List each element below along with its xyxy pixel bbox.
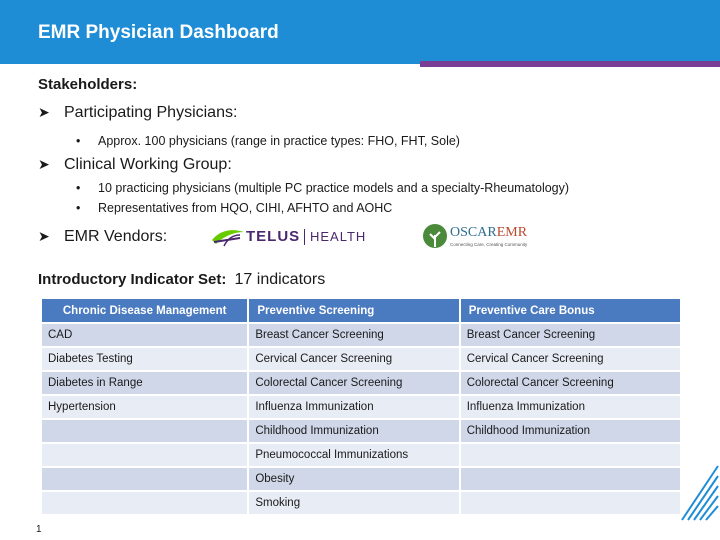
table-header-row: Chronic Disease Management Preventive Sc… [42,299,682,322]
table-row: Pneumococcal Immunizations [42,442,682,466]
oscar-brand-text: OSCAREMR [450,225,527,241]
oscar-brand-a: OSCAR [450,225,497,240]
decorative-corner-graphic [681,465,719,521]
telus-product-text: HEALTH [310,229,367,244]
oscar-brand-b: EMR [496,225,528,240]
stakeholder-subitem: • 10 practicing physicians (multiple PC p… [76,181,569,195]
arrow-bullet-icon: ➤ [38,104,50,120]
column-header: Preventive Screening [249,299,461,322]
table-cell: Obesity [249,466,461,490]
arrow-bullet-icon: ➤ [38,228,50,244]
telus-health-logo: TELUS HEALTH [210,226,365,248]
subitem-text: 10 practicing physicians (multiple PC pr… [98,181,570,195]
indicators-label: Introductory Indicator Set: [38,271,227,288]
table-row: Childhood Immunization Childhood Immuniz… [42,418,682,442]
subitem-text: Representatives from HQO, CIHI, AFHTO an… [98,201,393,215]
table-cell [460,466,682,490]
table-cell [42,490,250,514]
table-cell: Breast Cancer Screening [460,322,682,346]
table-cell [460,490,682,514]
indicators-count: 17 indicators [234,271,326,288]
table-cell: Cervical Cancer Screening [460,346,682,370]
table-cell: Colorectal Cancer Screening [249,370,461,394]
column-header: Preventive Care Bonus [460,299,682,322]
table-cell: Hypertension [42,394,250,418]
table-row: Diabetes in Range Colorectal Cancer Scre… [42,370,682,394]
stakeholder-subitem: • Approx. 100 physicians (range in practi… [76,134,460,148]
table-row: Obesity [42,466,682,490]
oscar-tree-icon [423,224,447,248]
table-cell: Breast Cancer Screening [249,322,461,346]
table-cell: Diabetes in Range [42,370,250,394]
table-cell: Childhood Immunization [460,418,682,442]
table-cell: Smoking [249,490,461,514]
stakeholder-item-vendors: ➤ EMR Vendors: [38,228,167,246]
table-cell: Diabetes Testing [42,346,250,370]
table-cell: Pneumococcal Immunizations [249,442,461,466]
page-number: 1 [36,524,42,535]
table-cell: Influenza Immunization [460,394,682,418]
dot-bullet-icon: • [76,134,81,148]
stakeholder-label: EMR Vendors: [64,228,168,245]
oscar-tagline: Connecting Care, Creating Community [450,242,528,247]
table-row: CAD Breast Cancer Screening Breast Cance… [42,322,682,346]
accent-bar [420,61,720,67]
table-cell [42,466,250,490]
dot-bullet-icon: • [76,201,81,215]
table-row: Hypertension Influenza Immunization Infl… [42,394,682,418]
table-cell: Childhood Immunization [249,418,461,442]
stakeholders-heading: Stakeholders: [38,76,138,93]
subitem-text: Approx. 100 physicians (range in practic… [98,134,460,148]
logo-divider [304,229,305,245]
telus-brand-text: TELUS [246,228,301,245]
title-banner: EMR Physician Dashboard [0,0,720,64]
column-header: Chronic Disease Management [42,299,250,322]
page-title: EMR Physician Dashboard [38,22,279,43]
table-cell: Colorectal Cancer Screening [460,370,682,394]
stakeholder-item-physicians: ➤ Participating Physicians: [38,104,237,122]
arrow-bullet-icon: ➤ [38,156,50,172]
stakeholder-item-working-group: ➤ Clinical Working Group: [38,156,232,174]
indicators-heading: Introductory Indicator Set: 17 indicator… [38,271,325,289]
table-cell: CAD [42,322,250,346]
table-row: Diabetes Testing Cervical Cancer Screeni… [42,346,682,370]
table-row: Smoking [42,490,682,514]
indicator-table: Chronic Disease Management Preventive Sc… [42,299,682,514]
table-cell [460,442,682,466]
telus-leaf-icon [212,230,244,247]
table-cell: Influenza Immunization [249,394,461,418]
table-cell: Cervical Cancer Screening [249,346,461,370]
dot-bullet-icon: • [76,181,81,195]
stakeholder-subitem: • Representatives from HQO, CIHI, AFHTO a… [76,201,392,215]
table-cell [42,442,250,466]
table-cell [42,418,250,442]
stakeholder-label: Clinical Working Group: [64,156,232,173]
oscar-emr-logo: OSCAREMR Connecting Care, Creating Commu… [422,222,532,252]
stakeholder-label: Participating Physicians: [64,104,238,121]
